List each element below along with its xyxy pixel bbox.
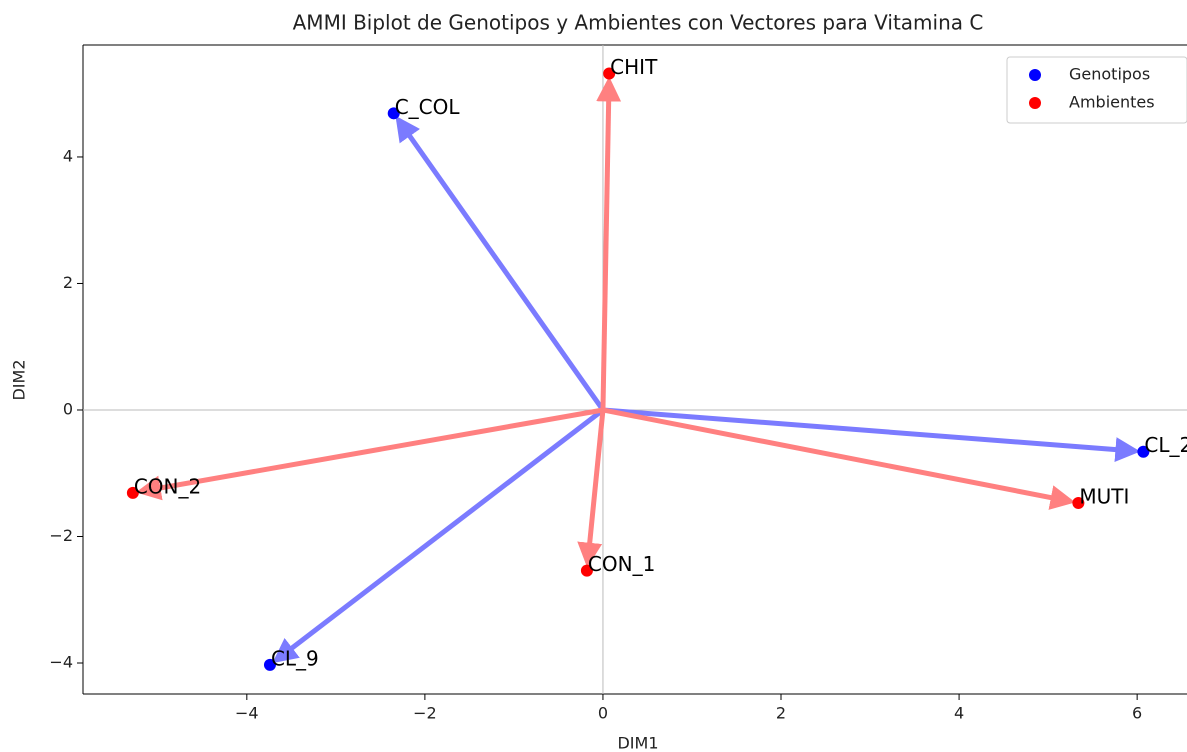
y-tick-label: −4 bbox=[49, 653, 73, 672]
legend-label: Ambientes bbox=[1069, 93, 1155, 112]
vector bbox=[577, 409, 606, 568]
vector bbox=[395, 115, 605, 412]
x-tick-label: 6 bbox=[1132, 704, 1142, 723]
y-axis-label: DIM2 bbox=[10, 359, 29, 400]
y-tick-label: 2 bbox=[63, 273, 73, 292]
point bbox=[126, 486, 139, 499]
point bbox=[263, 658, 276, 671]
point-label: CL_9 bbox=[271, 646, 319, 670]
point-label: MUTI bbox=[1079, 484, 1129, 508]
x-tick-label: −4 bbox=[235, 704, 259, 723]
y-tick-label: 4 bbox=[63, 146, 73, 165]
point-label: CON_2 bbox=[134, 474, 201, 498]
point bbox=[1072, 496, 1085, 509]
vector bbox=[602, 407, 1076, 510]
x-tick-label: 2 bbox=[776, 704, 786, 723]
point-label: CHIT bbox=[610, 55, 658, 79]
vector bbox=[272, 407, 605, 664]
x-tick-label: −2 bbox=[413, 704, 437, 723]
vector bbox=[602, 407, 1141, 463]
point bbox=[1137, 445, 1150, 458]
legend-marker bbox=[1029, 69, 1041, 81]
legend-marker bbox=[1029, 97, 1041, 109]
point-label: CON_1 bbox=[588, 552, 655, 576]
x-tick-label: 0 bbox=[598, 704, 608, 723]
legend-label: Genotipos bbox=[1069, 65, 1150, 84]
point bbox=[580, 564, 593, 577]
legend-box bbox=[1006, 56, 1187, 124]
x-tick-label: 4 bbox=[954, 704, 964, 723]
y-tick-label: 0 bbox=[63, 399, 73, 418]
y-tick-label: −2 bbox=[49, 526, 73, 545]
chart-title: AMMI Biplot de Genotipos y Ambientes con… bbox=[293, 11, 984, 35]
point-label: C_COL bbox=[395, 95, 461, 119]
point bbox=[387, 107, 400, 120]
point-label: CL_2 bbox=[1144, 433, 1187, 457]
point bbox=[603, 67, 616, 80]
x-axis-label: DIM1 bbox=[617, 734, 658, 752]
vector bbox=[135, 407, 604, 501]
vector bbox=[596, 76, 622, 411]
